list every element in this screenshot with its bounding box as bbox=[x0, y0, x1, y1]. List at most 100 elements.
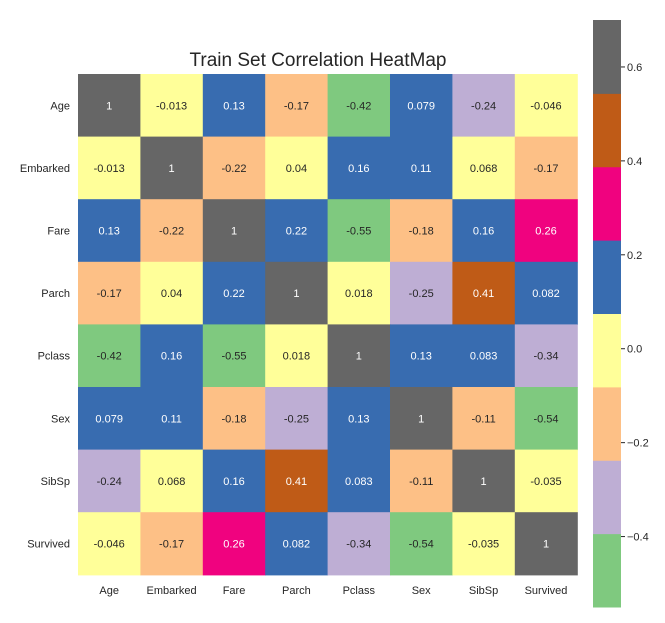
heatmap-cell bbox=[514, 324, 578, 388]
column-tick-label: Age bbox=[99, 585, 119, 597]
cell-value-label: -0.17 bbox=[284, 100, 309, 112]
cell-value-label: 0.068 bbox=[470, 163, 498, 175]
cell-value-label: -0.54 bbox=[409, 539, 434, 551]
heatmap-cell bbox=[514, 449, 578, 513]
heatmap-cell-labels: 1 -0.013 0.13 -0.17 -0.42 0.079 -0.24 -0.046 -0.… bbox=[94, 100, 562, 550]
cell-value-label: -0.18 bbox=[221, 413, 246, 425]
cell-value-label: -0.18 bbox=[409, 226, 434, 238]
column-tick-label: Embarked bbox=[147, 585, 197, 597]
heatmap-cell bbox=[452, 199, 516, 263]
heatmap-cell bbox=[452, 512, 516, 576]
heatmap-cell bbox=[390, 324, 453, 388]
colorbar-tick-label: −0.4 bbox=[627, 532, 649, 544]
heatmap-cell bbox=[265, 261, 329, 325]
heatmap-cell bbox=[514, 74, 578, 138]
heatmap-cell bbox=[327, 136, 391, 200]
colorbar bbox=[593, 20, 621, 608]
cell-value-label: -0.11 bbox=[409, 476, 433, 488]
cell-value-label: 1 bbox=[543, 539, 549, 551]
heatmap-cell bbox=[327, 199, 391, 263]
cell-value-label: -0.035 bbox=[530, 476, 561, 488]
heatmap-cell bbox=[390, 449, 453, 513]
heatmap-cell bbox=[514, 512, 578, 576]
colorbar-segment bbox=[593, 240, 621, 314]
cell-value-label: 0.13 bbox=[223, 100, 244, 112]
heatmap-cell bbox=[140, 324, 204, 388]
heatmap-cell bbox=[390, 199, 453, 263]
cell-value-label: -0.17 bbox=[159, 539, 184, 551]
heatmap-cell bbox=[265, 136, 329, 200]
heatmap-cell bbox=[452, 324, 516, 388]
cell-value-label: 0.11 bbox=[161, 413, 182, 425]
colorbar-tick-label: 0.2 bbox=[627, 250, 642, 262]
heatmap-cell bbox=[327, 324, 391, 388]
colorbar-segment bbox=[593, 93, 621, 168]
row-tick-label: Embarked bbox=[20, 163, 70, 175]
cell-value-label: -0.17 bbox=[97, 288, 122, 300]
colorbar-segment bbox=[593, 460, 621, 535]
cell-value-label: -0.25 bbox=[409, 288, 434, 300]
cell-value-label: -0.17 bbox=[533, 163, 558, 175]
cell-value-label: 0.16 bbox=[473, 226, 494, 238]
heatmap-cell bbox=[514, 387, 578, 451]
row-tick-label: Sex bbox=[51, 413, 70, 425]
heatmap-cell bbox=[452, 387, 516, 451]
colorbar-tick-label: 0.6 bbox=[627, 62, 642, 74]
colorbar-tick-label: 0.0 bbox=[627, 344, 642, 356]
row-tick-label: Parch bbox=[41, 288, 70, 300]
row-tick-labels: Age Embarked Fare Parch Pclass Sex SibSp Surviv… bbox=[20, 100, 71, 550]
heatmap-cell bbox=[327, 74, 391, 138]
cell-value-label: 0.22 bbox=[286, 226, 307, 238]
colorbar-segment bbox=[593, 166, 621, 241]
heatmap-cell bbox=[140, 512, 204, 576]
cell-value-label: 0.16 bbox=[161, 351, 182, 363]
cell-value-label: 0.079 bbox=[407, 100, 435, 112]
cell-value-label: 0.16 bbox=[223, 476, 244, 488]
heatmap-cell bbox=[265, 449, 329, 513]
heatmap-cell bbox=[202, 449, 266, 513]
cell-value-label: 0.16 bbox=[348, 163, 369, 175]
heatmap-cell bbox=[202, 387, 266, 451]
cell-value-label: -0.25 bbox=[284, 413, 309, 425]
column-tick-label: Sex bbox=[412, 585, 431, 597]
heatmap-cell bbox=[78, 387, 141, 451]
cell-value-label: -0.42 bbox=[346, 100, 371, 112]
cell-value-label: -0.046 bbox=[94, 539, 125, 551]
heatmap-cell bbox=[327, 387, 391, 451]
heatmap-cell bbox=[514, 261, 578, 325]
cell-value-label: -0.11 bbox=[471, 413, 495, 425]
cell-value-label: 0.082 bbox=[283, 539, 311, 551]
heatmap-cell bbox=[78, 136, 141, 200]
heatmap-cell bbox=[78, 199, 141, 263]
cell-value-label: 1 bbox=[169, 163, 175, 175]
colorbar-tick-label: −0.2 bbox=[627, 438, 649, 450]
cell-value-label: -0.42 bbox=[97, 351, 122, 363]
cell-value-label: -0.22 bbox=[159, 226, 184, 238]
heatmap-cell bbox=[140, 261, 204, 325]
colorbar-segment bbox=[593, 20, 621, 94]
heatmap-cell bbox=[140, 449, 204, 513]
heatmap-cell bbox=[140, 74, 204, 138]
heatmap-cell bbox=[265, 324, 329, 388]
cell-value-label: -0.54 bbox=[533, 413, 558, 425]
heatmap-cell bbox=[452, 136, 516, 200]
heatmap-cell bbox=[202, 512, 266, 576]
column-tick-label: Parch bbox=[282, 585, 311, 597]
colorbar-segment bbox=[593, 386, 621, 461]
heatmap-cell bbox=[390, 261, 453, 325]
cell-value-label: 0.04 bbox=[161, 288, 182, 300]
cell-value-label: -0.046 bbox=[530, 100, 561, 112]
cell-value-label: 0.018 bbox=[345, 288, 373, 300]
heatmap-cell bbox=[78, 261, 141, 325]
cell-value-label: -0.55 bbox=[346, 226, 371, 238]
column-tick-label: Survived bbox=[525, 585, 568, 597]
cell-value-label: -0.013 bbox=[156, 100, 187, 112]
heatmap-cell bbox=[78, 449, 141, 513]
cell-value-label: 0.04 bbox=[286, 163, 307, 175]
cell-value-label: 0.082 bbox=[532, 288, 560, 300]
column-tick-label: Pclass bbox=[343, 585, 376, 597]
cell-value-label: 0.26 bbox=[535, 226, 556, 238]
cell-value-label: -0.035 bbox=[468, 539, 499, 551]
cell-value-label: -0.24 bbox=[471, 100, 496, 112]
